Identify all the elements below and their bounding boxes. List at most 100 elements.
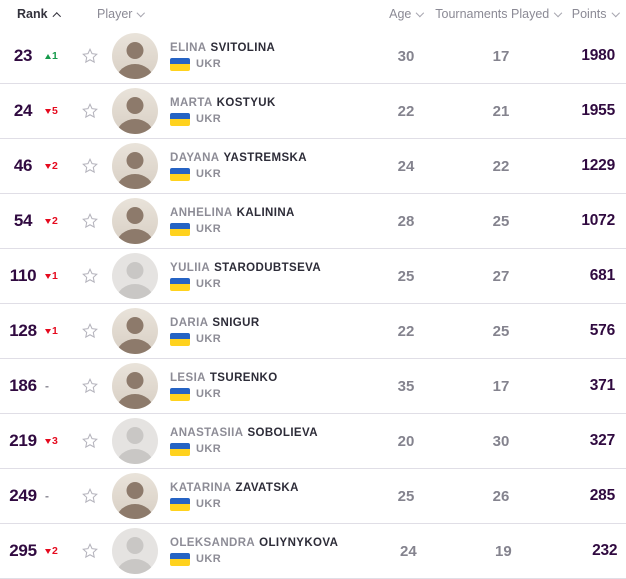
rank-change-value: 1 <box>52 325 58 337</box>
tournaments-played-value: 25 <box>492 212 510 230</box>
points-value: 1072 <box>581 212 615 229</box>
person-silhouette-icon <box>116 372 154 409</box>
star-icon <box>82 488 98 504</box>
player-country: UKR <box>170 387 336 401</box>
tournaments-played-value: 26 <box>492 487 510 505</box>
player-avatar <box>112 198 158 244</box>
player-country: UKR <box>170 332 336 346</box>
player-row[interactable]: 249 - KATARINA ZAVATSKA <box>0 469 626 524</box>
rank-cell: 24 5 <box>0 101 72 121</box>
age-value: 24 <box>399 542 417 560</box>
rank-cell: 249 - <box>0 486 72 506</box>
age-value: 25 <box>397 487 415 505</box>
player-row[interactable]: 24 5 MARTA KOSTYUK <box>0 84 626 139</box>
rank-change: 1 <box>45 270 58 282</box>
player-country: UKR <box>170 442 336 456</box>
country-code: UKR <box>196 553 222 565</box>
avatar-cell <box>108 88 162 134</box>
player-avatar <box>112 418 158 464</box>
favorite-star-button[interactable] <box>79 320 101 342</box>
star-icon <box>82 48 98 64</box>
favorite-star-button[interactable] <box>79 210 101 232</box>
points-value: 1229 <box>581 157 615 174</box>
player-last-name: STARODUBTSEVA <box>214 261 322 274</box>
column-header-player[interactable]: Player <box>97 7 146 21</box>
avatar-cell <box>108 363 162 409</box>
player-first-name: LESIA <box>170 371 206 384</box>
rank-change-value: - <box>45 489 49 503</box>
favorite-star-button[interactable] <box>79 45 101 67</box>
player-row[interactable]: 54 2 ANHELINA KALININA <box>0 194 626 249</box>
player-avatar <box>112 143 158 189</box>
rank-number: 46 <box>13 156 33 175</box>
country-code: UKR <box>196 388 222 400</box>
favorite-star-button[interactable] <box>79 265 101 287</box>
favorite-star-button[interactable] <box>79 430 101 452</box>
column-header-tournaments-played[interactable]: Tournaments Played <box>435 7 562 21</box>
player-avatar <box>112 528 158 574</box>
favorite-cell <box>72 540 108 562</box>
tournaments-played-value: 27 <box>492 267 510 285</box>
column-header-points-label: Points <box>571 7 607 21</box>
ukraine-flag-icon <box>170 167 190 181</box>
tournaments-played-value: 22 <box>492 157 510 175</box>
favorite-star-button[interactable] <box>79 375 101 397</box>
player-name-cell: ANASTASIIA SOBOLIEVA UKR <box>162 427 336 456</box>
table-header: Rank Player Age Tournaments Played Point… <box>0 0 626 29</box>
favorite-star-button[interactable] <box>79 485 101 507</box>
player-country: UKR <box>170 57 336 71</box>
rank-change: 5 <box>45 105 58 117</box>
player-name-cell: KATARINA ZAVATSKA UKR <box>162 482 336 511</box>
player-row[interactable]: 23 1 ELINA SVITOLINA <box>0 29 626 84</box>
rank-number: 24 <box>13 101 33 120</box>
player-name: DARIA SNIGUR <box>170 317 336 329</box>
ranking-table-body: 23 1 ELINA SVITOLINA <box>0 29 626 579</box>
ukraine-flag-icon <box>170 57 190 71</box>
player-country: UKR <box>170 167 336 181</box>
rank-number: 23 <box>13 46 33 65</box>
player-row[interactable]: 295 2 OLEKSANDRA OLIYNYKOVA <box>0 524 626 579</box>
favorite-star-button[interactable] <box>79 100 101 122</box>
player-last-name: TSURENKO <box>209 371 278 384</box>
points-value: 327 <box>589 432 615 449</box>
rank-change: 3 <box>45 435 58 447</box>
favorite-cell <box>72 375 108 397</box>
person-silhouette-icon <box>116 207 154 244</box>
player-last-name: ZAVATSKA <box>235 481 299 494</box>
player-row[interactable]: 46 2 DAYANA YASTREMSKA <box>0 139 626 194</box>
rank-number: 54 <box>13 211 33 230</box>
column-header-points[interactable]: Points <box>571 7 620 21</box>
player-first-name: ANHELINA <box>170 206 233 219</box>
rank-change-value: - <box>45 379 49 393</box>
points-value: 371 <box>589 377 615 394</box>
ukraine-flag-icon <box>170 442 190 456</box>
rank-change-arrow-icon <box>45 273 51 279</box>
rank-change-arrow-icon <box>45 108 51 114</box>
column-header-age[interactable]: Age <box>389 7 425 21</box>
rank-change-value: 5 <box>52 105 58 117</box>
points-value: 1955 <box>581 102 615 119</box>
player-avatar <box>112 473 158 519</box>
star-icon <box>82 378 98 394</box>
favorite-star-button[interactable] <box>79 540 101 562</box>
player-row[interactable]: 128 1 DARIA SNIGUR <box>0 304 626 359</box>
tournaments-played-value: 17 <box>492 377 510 395</box>
player-country: UKR <box>170 497 336 511</box>
person-silhouette-icon <box>116 537 154 574</box>
favorite-star-button[interactable] <box>79 155 101 177</box>
player-row[interactable]: 219 3 ANASTASIIA SOBOLIEVA <box>0 414 626 469</box>
country-code: UKR <box>196 223 222 235</box>
player-row[interactable]: 186 - LESIA TSURENKO <box>0 359 626 414</box>
rank-change-value: 2 <box>52 215 58 227</box>
avatar-cell <box>108 418 162 464</box>
star-icon <box>82 433 98 449</box>
avatar-cell <box>108 33 162 79</box>
column-header-age-label: Age <box>389 7 412 21</box>
player-row[interactable]: 110 1 YULIIA STARODUBTSEVA <box>0 249 626 304</box>
column-header-rank[interactable]: Rank <box>17 7 61 21</box>
points-value: 681 <box>589 267 615 284</box>
ukraine-flag-icon <box>170 277 190 291</box>
avatar-cell <box>108 143 162 189</box>
rank-cell: 219 3 <box>0 431 72 451</box>
ukraine-flag-icon <box>170 387 190 401</box>
